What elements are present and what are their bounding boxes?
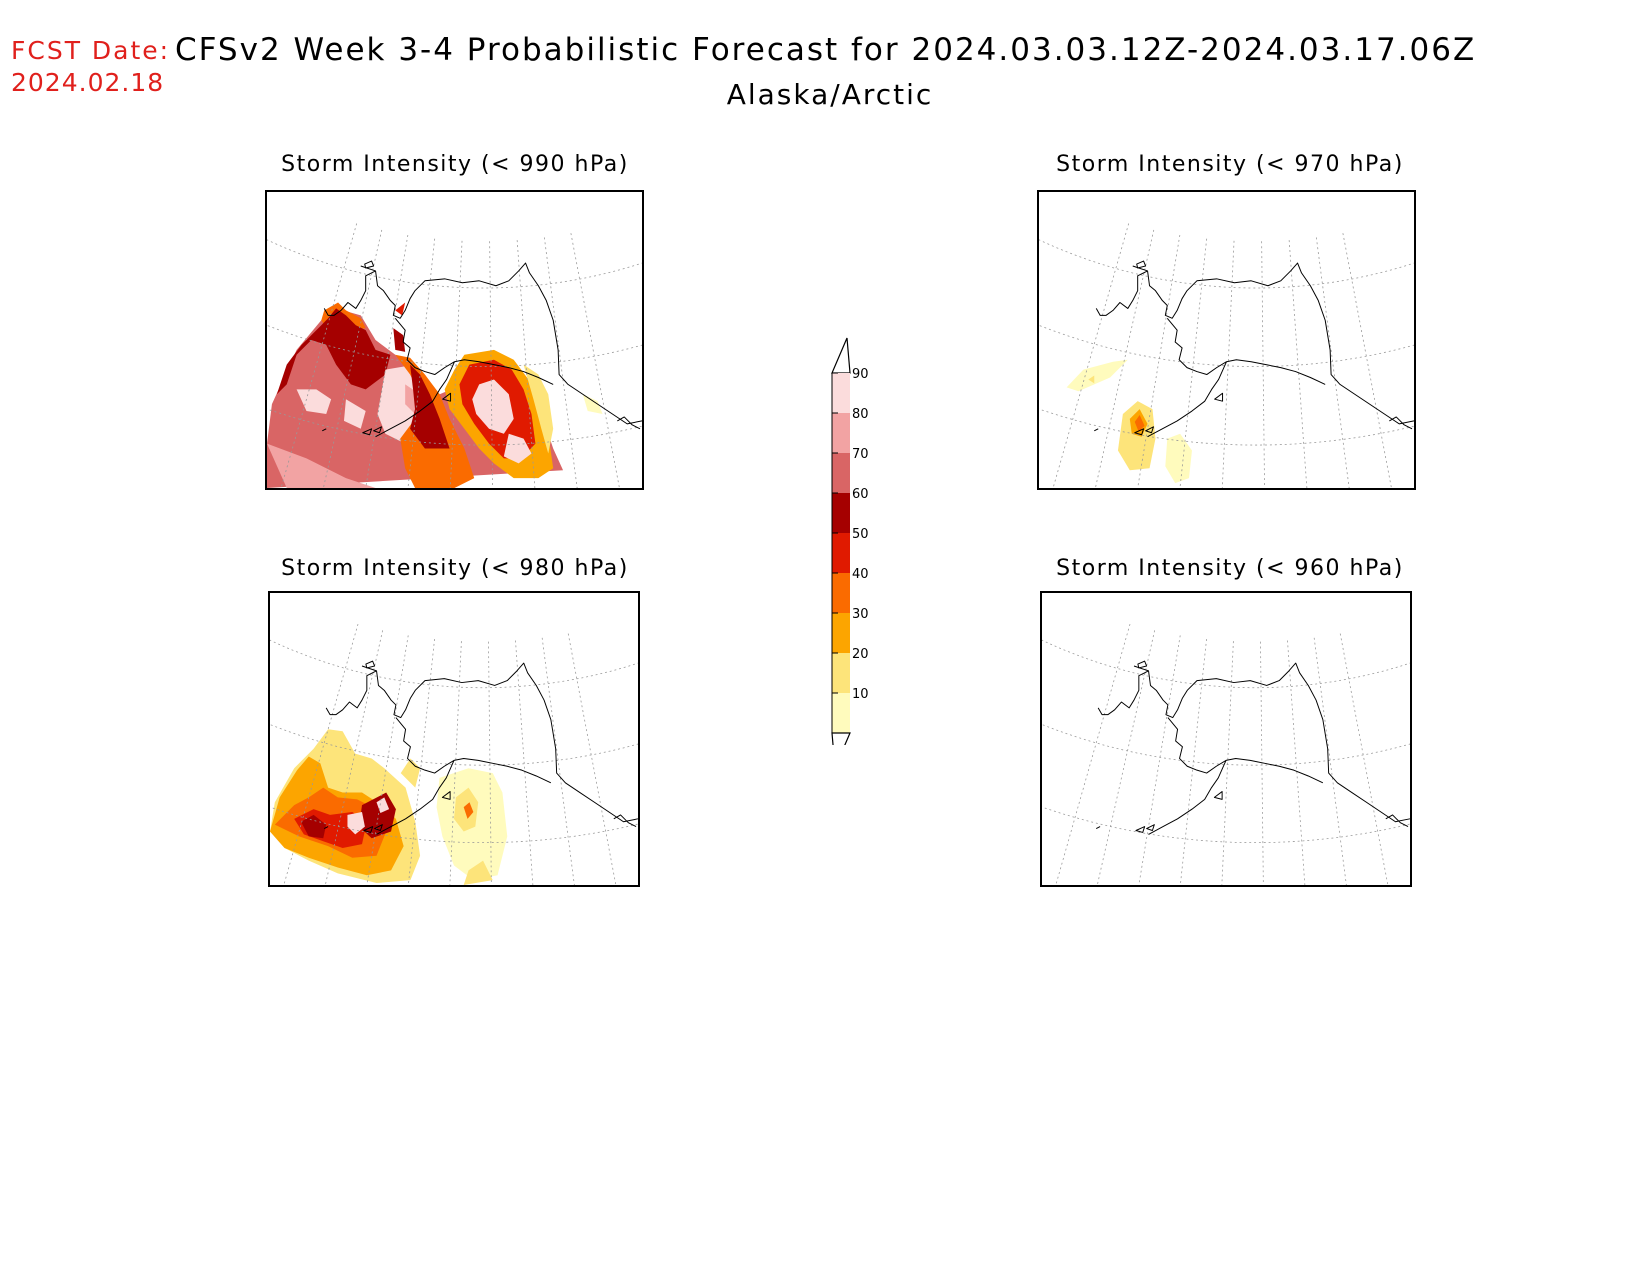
- colorbar-label-10: 10: [852, 687, 869, 702]
- colorbar-swatch-50: [832, 533, 850, 573]
- colorbar-label-40: 40: [852, 567, 869, 582]
- region-subtitle: Alaska/Arctic: [726, 78, 934, 111]
- map-panel-960: [1040, 591, 1412, 887]
- colorbar-swatch-30: [832, 613, 850, 653]
- fcst-date-value: 2024.02.18: [11, 68, 165, 97]
- colorbar-swatch-40: [832, 573, 850, 613]
- panel-title-970: Storm Intensity (< 970 hPa): [1056, 152, 1404, 177]
- colorbar-swatch-10: [832, 693, 850, 733]
- map-canvas: [267, 223, 642, 488]
- colorbar-label-90: 90: [852, 367, 869, 382]
- panel-title-960: Storm Intensity (< 960 hPa): [1056, 556, 1404, 581]
- colorbar-swatch-80: [832, 413, 850, 453]
- fcst-date-label: FCST Date:: [11, 36, 171, 65]
- coastline: [1094, 260, 1414, 438]
- colorbar-swatch-20: [832, 653, 850, 693]
- colorbar-label-80: 80: [852, 407, 869, 422]
- colorbar-swatch-60: [832, 493, 850, 533]
- probability-shading: [1066, 359, 1192, 484]
- colorbar-label-70: 70: [852, 447, 869, 462]
- map-panel-990: [265, 190, 644, 490]
- map-panel-980: [268, 591, 640, 887]
- probability-shading: [267, 302, 603, 488]
- probability-shading: [270, 729, 508, 885]
- map-panel-970: [1037, 190, 1416, 490]
- map-canvas: [1039, 223, 1414, 488]
- panel-title-980: Storm Intensity (< 980 hPa): [281, 556, 629, 581]
- graticule: [1039, 223, 1414, 488]
- coastline: [324, 660, 638, 835]
- page-title: CFSv2 Week 3-4 Probabilistic Forecast fo…: [175, 32, 1477, 68]
- coastline: [1096, 660, 1410, 835]
- colorbar-swatch-70: [832, 453, 850, 493]
- probability-colorbar: 10 20 30 40 50 60 70 80 90: [831, 337, 869, 745]
- colorbar-label-20: 20: [852, 647, 869, 662]
- colorbar-label-50: 50: [852, 527, 869, 542]
- colorbar-label-30: 30: [852, 607, 869, 622]
- coastline: [322, 260, 642, 438]
- panel-title-990: Storm Intensity (< 990 hPa): [281, 152, 629, 177]
- map-canvas: [270, 623, 638, 885]
- colorbar-swatch-90: [832, 373, 850, 413]
- colorbar-label-60: 60: [852, 487, 869, 502]
- graticule: [1042, 623, 1410, 885]
- map-canvas: [1042, 623, 1410, 885]
